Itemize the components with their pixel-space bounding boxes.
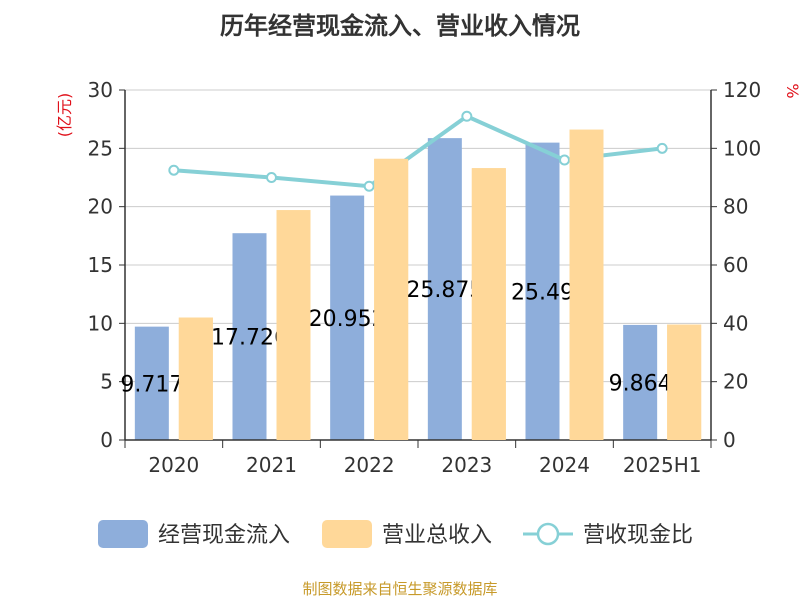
y-right-tick-label: 100 (723, 136, 761, 160)
source-note: 制图数据来自恒生聚源数据库 (302, 580, 498, 598)
data-label-cash-inflow: 20.952 (309, 307, 386, 332)
legend-label: 营业总收入 (382, 523, 492, 548)
y-right-tick-label: 20 (723, 370, 748, 394)
ratio-point (168, 164, 180, 176)
y-left-tick-label: 5 (100, 370, 113, 394)
bar-revenue-overlay (178, 317, 213, 440)
x-tick-label: 2023 (441, 453, 492, 477)
bar-revenue-overlay (374, 158, 409, 441)
bar-cash-inflow (330, 195, 365, 440)
y-left-tick-label: 15 (88, 253, 113, 277)
x-tick-label: 2021 (246, 453, 297, 477)
y-right-unit-label: % (783, 83, 800, 98)
legend-swatch (98, 520, 148, 548)
ratio-point (656, 142, 668, 154)
legend-swatch (322, 520, 372, 548)
chart-title: 历年经营现金流入、营业收入情况 (220, 12, 580, 40)
ratio-point (363, 180, 375, 192)
bar-revenue-overlay (569, 129, 604, 440)
data-label-cash-inflow: 9.717 (120, 372, 183, 397)
data-label-cash-inflow: 25.49 (511, 280, 574, 305)
y-left-tick-label: 25 (88, 136, 113, 160)
bar-revenue-overlay (667, 324, 702, 440)
x-tick-label: 2024 (539, 453, 590, 477)
bar-cash-inflow (427, 138, 462, 440)
ratio-point (461, 110, 473, 122)
y-right-tick-label: 120 (723, 78, 761, 102)
legend-label: 经营现金流入 (158, 523, 290, 548)
bar-revenue-overlay (276, 210, 311, 440)
y-right-tick-label: 0 (723, 428, 736, 452)
data-label-cash-inflow: 17.726 (211, 326, 288, 351)
y-right-tick-label: 40 (723, 311, 748, 335)
ratio-point (559, 154, 570, 166)
y-right-tick-label: 80 (723, 195, 748, 219)
y-left-tick-label: 10 (88, 311, 113, 335)
x-tick-label: 2020 (148, 453, 199, 477)
y-left-unit-label: (亿元) (55, 93, 74, 138)
x-tick-label: 2022 (344, 453, 395, 477)
y-left-tick-label: 30 (88, 78, 113, 102)
bar-cash-inflow (134, 326, 169, 440)
legend-label: 营收现金比 (583, 523, 693, 548)
legend-marker (536, 522, 560, 546)
y-left-tick-label: 0 (100, 428, 113, 452)
bar-cash-inflow (232, 233, 267, 440)
data-label-cash-inflow: 9.864 (609, 371, 672, 396)
bar-revenue-overlay (471, 168, 506, 440)
bar-cash-inflow (525, 142, 560, 440)
data-label-cash-inflow: 25.875 (406, 278, 483, 303)
ratio-point (266, 172, 277, 183)
y-right-tick-label: 60 (723, 253, 748, 277)
y-left-tick-label: 20 (88, 195, 113, 219)
x-tick-label: 2025H1 (623, 453, 702, 477)
bar-cash-inflow (623, 324, 658, 440)
